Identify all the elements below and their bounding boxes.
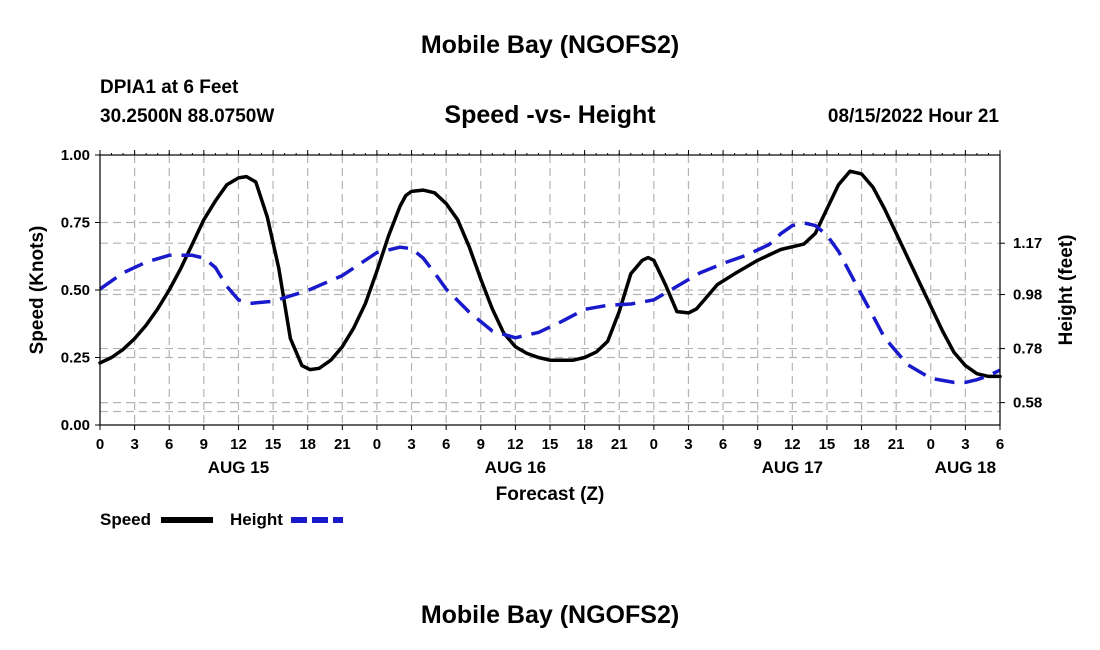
y-right-axis-title: Height (feet) [1056,235,1077,346]
gridlines [100,155,1000,425]
y-right-tick-label: 0.98 [1013,287,1042,304]
x-tick-label: 3 [684,436,692,453]
x-tick-label: 18 [299,436,316,453]
day-label: AUG 15 [208,458,269,477]
axes: 0 3 6 9 12 15 18 21 0 3 6 9 12 15 18 21 0 3 6 9 12 15 18 21 0 3 6A… [61,147,1042,477]
x-tick-label: 9 [754,436,762,453]
x-tick-label: 6 [165,436,173,453]
x-tick-label: 15 [542,436,559,453]
y-left-tick-label: 0.50 [61,282,90,299]
x-tick-label: 0 [927,436,935,453]
y-left-tick-label: 1.00 [61,147,90,164]
x-tick-label: 21 [888,436,905,453]
x-tick-label: 3 [961,436,969,453]
x-tick-label: 15 [265,436,282,453]
next-chart-title: Mobile Bay (NGOFS2) [420,601,680,629]
y-right-tick-label: 1.17 [1013,235,1042,252]
y-left-axis-title: Speed (Knots) [27,226,48,355]
x-tick-label: 9 [200,436,208,453]
y-right-tick-label: 0.78 [1013,341,1042,358]
x-tick-label: 9 [477,436,485,453]
series-line-speed [98,169,1002,379]
x-tick-label: 12 [507,436,524,453]
day-label: AUG 17 [762,458,823,477]
x-tick-label: 6 [719,436,727,453]
legend-label-height: Height [230,510,283,529]
x-tick-label: 0 [373,436,381,453]
x-tick-label: 6 [442,436,450,453]
x-tick-label: 18 [576,436,593,453]
y-left-tick-label: 0.75 [61,215,90,232]
station-label: DPIA1 at 6 Feet [100,77,239,98]
x-tick-label: 15 [819,436,836,453]
axis-titles: Forecast (Z) Speed (Knots) Height (feet) [27,226,1077,505]
y-left-tick-label: 0.25 [61,350,90,367]
x-tick-label: 21 [611,436,628,453]
day-label: AUG 18 [935,458,996,477]
x-tick-label: 0 [650,436,658,453]
x-tick-label: 3 [130,436,138,453]
station-coordinates: 30.2500N 88.0750W [100,106,275,127]
y-left-tick-label: 0.00 [61,417,90,434]
series-lines [98,169,1002,385]
chart-subtitle: Speed -vs- Height [444,101,656,129]
chart-title: Mobile Bay (NGOFS2) [420,31,680,59]
x-tick-label: 12 [230,436,247,453]
legend: Speed Height [100,510,343,529]
x-tick-label: 18 [853,436,870,453]
x-tick-label: 0 [96,436,104,453]
y-right-tick-label: 0.58 [1013,395,1042,412]
series-line-height [98,221,1001,385]
day-label: AUG 16 [485,458,546,477]
x-tick-label: 3 [407,436,415,453]
x-tick-label: 21 [334,436,351,453]
forecast-datetime: 08/15/2022 Hour 21 [827,106,999,127]
legend-label-speed: Speed [100,510,151,529]
x-tick-label: 6 [996,436,1004,453]
x-axis-title: Forecast (Z) [496,484,605,505]
x-tick-label: 12 [784,436,801,453]
